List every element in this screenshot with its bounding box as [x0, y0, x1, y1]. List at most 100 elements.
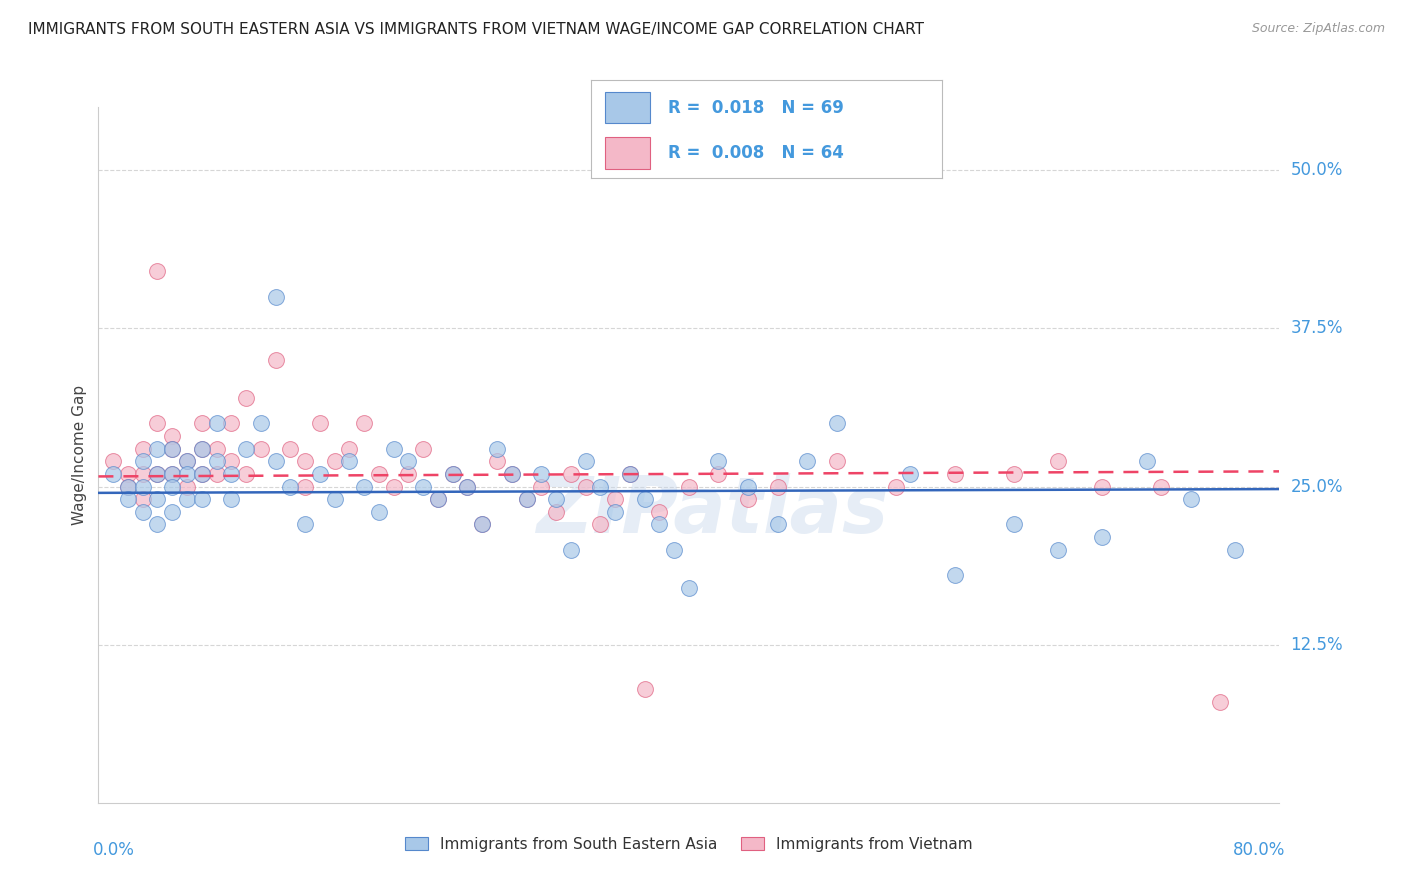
- Point: [560, 467, 582, 481]
- Point: [191, 467, 214, 481]
- Point: [766, 479, 789, 493]
- Point: [456, 479, 478, 493]
- Point: [619, 467, 641, 481]
- Point: [146, 467, 169, 481]
- Point: [1091, 530, 1114, 544]
- Point: [176, 492, 198, 507]
- Point: [678, 479, 700, 493]
- Point: [530, 467, 553, 481]
- Point: [146, 264, 169, 278]
- Point: [337, 442, 360, 456]
- Point: [943, 467, 966, 481]
- Point: [471, 517, 494, 532]
- Point: [456, 479, 478, 493]
- Point: [427, 492, 450, 507]
- Text: 0.0%: 0.0%: [93, 841, 135, 859]
- Point: [146, 492, 169, 507]
- Text: IMMIGRANTS FROM SOUTH EASTERN ASIA VS IMMIGRANTS FROM VIETNAM WAGE/INCOME GAP CO: IMMIGRANTS FROM SOUTH EASTERN ASIA VS IM…: [28, 22, 924, 37]
- Text: 12.5%: 12.5%: [1291, 636, 1343, 654]
- Point: [176, 479, 198, 493]
- Point: [1046, 454, 1069, 468]
- Point: [219, 492, 242, 507]
- Point: [530, 479, 553, 493]
- Point: [501, 467, 523, 481]
- Point: [176, 467, 198, 481]
- FancyBboxPatch shape: [605, 137, 650, 169]
- Point: [1046, 542, 1069, 557]
- Point: [633, 492, 655, 507]
- Point: [205, 442, 228, 456]
- Point: [309, 417, 332, 431]
- Point: [264, 353, 287, 368]
- Point: [1002, 517, 1025, 532]
- Point: [544, 492, 567, 507]
- Point: [825, 417, 848, 431]
- Point: [605, 505, 627, 519]
- Point: [103, 454, 125, 468]
- Text: 50.0%: 50.0%: [1291, 161, 1343, 179]
- Point: [574, 479, 596, 493]
- Point: [441, 467, 464, 481]
- Point: [162, 479, 183, 493]
- Point: [427, 492, 450, 507]
- Point: [264, 290, 287, 304]
- Point: [589, 479, 612, 493]
- Point: [294, 517, 316, 532]
- Point: [1209, 695, 1232, 709]
- Point: [162, 505, 183, 519]
- Point: [117, 492, 139, 507]
- Point: [1091, 479, 1114, 493]
- Point: [219, 454, 242, 468]
- Point: [486, 454, 509, 468]
- Point: [132, 467, 155, 481]
- Point: [176, 454, 198, 468]
- Text: ZIPatlas: ZIPatlas: [537, 473, 889, 549]
- Point: [235, 467, 257, 481]
- Point: [368, 505, 391, 519]
- Point: [943, 568, 966, 582]
- Point: [191, 442, 214, 456]
- Point: [544, 505, 567, 519]
- Point: [412, 479, 434, 493]
- Point: [191, 417, 214, 431]
- Point: [619, 467, 641, 481]
- Point: [117, 479, 139, 493]
- Point: [132, 492, 155, 507]
- Point: [368, 467, 391, 481]
- Point: [737, 492, 759, 507]
- Point: [1002, 467, 1025, 481]
- Point: [900, 467, 922, 481]
- Point: [162, 467, 183, 481]
- Point: [825, 454, 848, 468]
- Point: [441, 467, 464, 481]
- Point: [146, 417, 169, 431]
- Text: R =  0.008   N = 64: R = 0.008 N = 64: [668, 144, 844, 161]
- Point: [353, 479, 375, 493]
- Point: [117, 467, 139, 481]
- Y-axis label: Wage/Income Gap: Wage/Income Gap: [72, 384, 87, 525]
- Point: [162, 467, 183, 481]
- Point: [1223, 542, 1246, 557]
- Text: Source: ZipAtlas.com: Source: ZipAtlas.com: [1251, 22, 1385, 36]
- Point: [486, 442, 509, 456]
- Point: [382, 479, 405, 493]
- Point: [146, 442, 169, 456]
- Point: [219, 417, 242, 431]
- Point: [132, 442, 155, 456]
- Point: [648, 505, 671, 519]
- Point: [766, 517, 789, 532]
- Point: [132, 505, 155, 519]
- Point: [309, 467, 332, 481]
- Point: [737, 479, 759, 493]
- Point: [323, 454, 346, 468]
- Point: [501, 467, 523, 481]
- Point: [515, 492, 537, 507]
- Point: [337, 454, 360, 468]
- Point: [396, 467, 419, 481]
- Point: [162, 442, 183, 456]
- Point: [219, 467, 242, 481]
- Point: [103, 467, 125, 481]
- Point: [515, 492, 537, 507]
- Point: [191, 492, 214, 507]
- Point: [707, 454, 730, 468]
